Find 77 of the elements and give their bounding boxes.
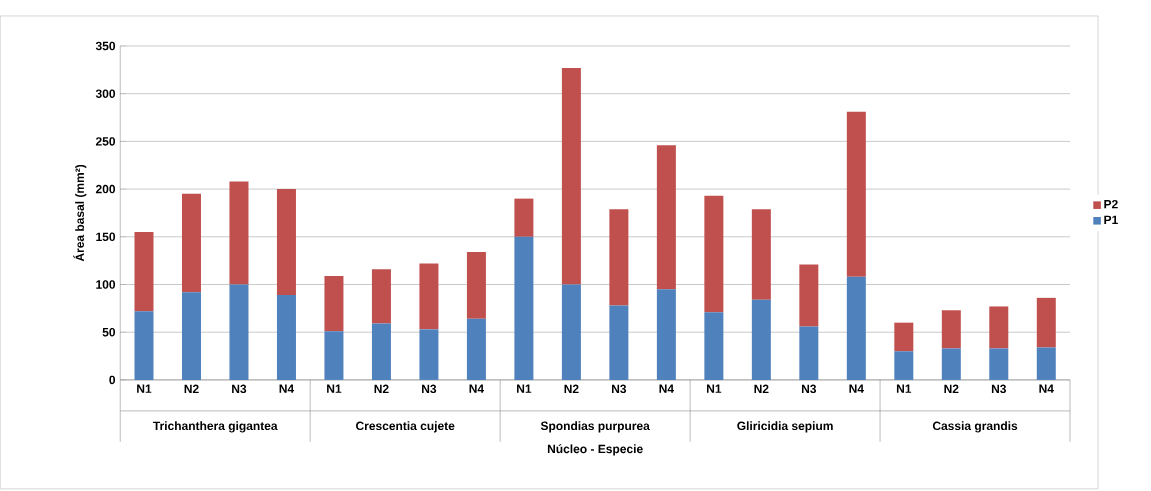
x-tick-label: N3 [991, 384, 1007, 394]
bar [656, 145, 676, 290]
x-tick-label: N2 [754, 384, 769, 394]
bar [656, 289, 676, 380]
bar [989, 306, 1009, 349]
bar [799, 264, 819, 327]
x-tick-label: N2 [944, 384, 959, 394]
bar [609, 209, 629, 306]
bar [704, 195, 724, 313]
bar [419, 263, 439, 330]
bar [561, 67, 581, 285]
x-tick-label: N2 [374, 384, 389, 394]
y-tick-label: 0 [109, 375, 116, 385]
bar [181, 292, 201, 380]
bar [134, 311, 154, 380]
bar [514, 236, 534, 380]
bar [941, 348, 961, 380]
bar [989, 348, 1009, 380]
x-tick-label: N2 [184, 384, 199, 394]
y-tick-label: 50 [102, 328, 116, 337]
bar [846, 111, 866, 277]
bar [466, 252, 486, 319]
text: Gliricidia sepium [737, 421, 833, 433]
x-tick-label: N3 [422, 384, 437, 394]
text: Crescentia cujete [356, 421, 455, 433]
x-tick-label: N3 [612, 384, 627, 394]
bar [181, 193, 201, 293]
x-axis-title: Núcleo - Especie [547, 444, 643, 456]
x-tick-label: N2 [564, 384, 579, 394]
y-tick-label: 100 [96, 280, 116, 289]
x-tick-label: N3 [232, 384, 247, 394]
bar [799, 326, 819, 380]
x-tick-label: N1 [517, 384, 532, 393]
bar [371, 323, 391, 380]
x-tick-label: N1 [896, 384, 912, 393]
bar [751, 209, 771, 300]
bar [1036, 297, 1056, 348]
bar [894, 322, 914, 352]
x-tick-label: N4 [469, 384, 485, 393]
bar [514, 198, 534, 237]
y-tick-label: 200 [95, 184, 116, 194]
text: Cassia grandis [932, 421, 1018, 433]
text: Trichanthera gigantea [153, 421, 278, 433]
x-tick-label: N4 [279, 384, 295, 393]
bar [229, 284, 249, 380]
bar [324, 275, 344, 332]
bar [561, 284, 581, 380]
bar [419, 329, 439, 380]
x-tick-label: N1 [706, 384, 722, 393]
legend-label: P2 [1104, 200, 1118, 209]
x-tick-label: N4 [849, 384, 864, 393]
y-tick-label: 150 [96, 232, 116, 242]
y-tick-label: 350 [95, 41, 116, 51]
bar [466, 318, 486, 380]
text: Spondias purpurea [540, 421, 650, 433]
legend-label: P1 [1104, 215, 1118, 224]
bar [276, 189, 296, 296]
bar [1036, 347, 1056, 380]
x-tick-label: N1 [137, 384, 152, 393]
bar [229, 181, 249, 285]
bar [704, 312, 724, 380]
bar [276, 295, 296, 380]
bar [751, 299, 771, 380]
y-axis-title: Área basal (mm²) [73, 164, 87, 262]
y-tick-label: 300 [95, 89, 116, 98]
bar [894, 351, 914, 380]
x-tick-label: N3 [801, 384, 817, 394]
bar [324, 331, 344, 380]
bar [134, 232, 154, 312]
bar [371, 269, 391, 324]
bar [609, 305, 629, 380]
bar [941, 310, 961, 349]
bar [846, 276, 866, 380]
y-tick-label: 250 [95, 137, 116, 146]
x-tick-label: N1 [327, 384, 342, 393]
x-tick-label: N4 [659, 384, 674, 393]
x-tick-label: N4 [1039, 384, 1054, 393]
